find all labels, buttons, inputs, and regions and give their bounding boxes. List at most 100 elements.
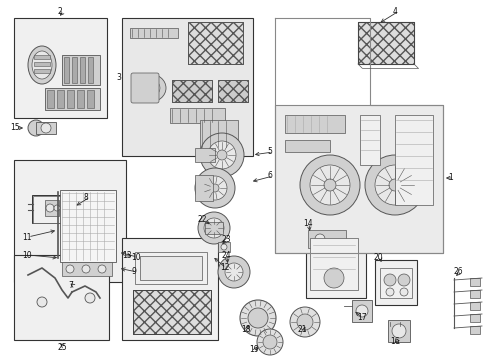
Circle shape: [66, 265, 74, 273]
Bar: [34, 62, 50, 66]
Bar: [88, 57, 93, 83]
Circle shape: [98, 265, 106, 273]
Circle shape: [195, 168, 235, 208]
Bar: [374, 260, 416, 305]
Circle shape: [247, 308, 267, 328]
Text: 26: 26: [453, 267, 463, 276]
Circle shape: [324, 268, 343, 288]
Circle shape: [263, 335, 276, 349]
Bar: [122, 238, 218, 340]
Bar: [64, 57, 69, 83]
Circle shape: [207, 141, 236, 169]
Bar: [359, 115, 379, 165]
Bar: [394, 115, 432, 205]
Text: 10: 10: [131, 252, 141, 261]
Text: 24: 24: [221, 252, 230, 261]
Bar: [469, 302, 479, 310]
Circle shape: [299, 155, 359, 215]
Ellipse shape: [134, 74, 165, 102]
Circle shape: [203, 176, 226, 200]
Circle shape: [383, 274, 395, 286]
Text: 6: 6: [266, 171, 271, 180]
Ellipse shape: [32, 51, 52, 79]
Bar: [130, 28, 178, 38]
Bar: [285, 115, 345, 133]
Bar: [309, 238, 357, 290]
Text: 14: 14: [303, 219, 312, 228]
Bar: [67, 90, 74, 108]
Bar: [187, 22, 243, 64]
Circle shape: [41, 123, 51, 133]
Text: 25: 25: [58, 342, 67, 351]
Bar: [195, 175, 213, 201]
Bar: [62, 55, 100, 85]
Circle shape: [217, 150, 226, 160]
Bar: [218, 80, 247, 102]
Text: 7: 7: [68, 282, 73, 291]
Bar: [469, 278, 479, 286]
Text: 21: 21: [297, 325, 307, 334]
Text: 18: 18: [241, 325, 250, 334]
Circle shape: [355, 305, 367, 317]
Bar: [36, 122, 56, 134]
Circle shape: [385, 288, 393, 296]
Circle shape: [210, 184, 219, 192]
Bar: [133, 290, 210, 334]
Bar: [469, 326, 479, 334]
Circle shape: [82, 265, 90, 273]
Circle shape: [46, 204, 54, 212]
Text: 13: 13: [122, 251, 131, 260]
Circle shape: [203, 218, 224, 238]
Circle shape: [324, 179, 335, 191]
Ellipse shape: [140, 79, 160, 97]
Bar: [172, 80, 212, 102]
Bar: [218, 242, 229, 252]
Circle shape: [309, 165, 349, 205]
Bar: [379, 268, 411, 298]
Bar: [469, 314, 479, 322]
Circle shape: [37, 297, 47, 307]
Bar: [140, 256, 202, 280]
Bar: [218, 80, 247, 102]
Text: 2: 2: [58, 6, 62, 15]
Text: 17: 17: [356, 314, 366, 323]
Circle shape: [399, 288, 407, 296]
Text: 9: 9: [131, 267, 136, 276]
Bar: [47, 90, 54, 108]
Circle shape: [257, 329, 283, 355]
Bar: [387, 320, 409, 342]
Circle shape: [28, 120, 44, 136]
Bar: [170, 108, 224, 123]
Text: 19: 19: [248, 346, 258, 355]
Text: 5: 5: [266, 148, 271, 157]
Text: 16: 16: [389, 338, 399, 346]
Circle shape: [209, 224, 218, 232]
FancyBboxPatch shape: [131, 73, 159, 103]
Circle shape: [397, 274, 409, 286]
Circle shape: [54, 205, 60, 211]
Bar: [87, 90, 94, 108]
Text: 12: 12: [220, 264, 229, 273]
Bar: [80, 57, 85, 83]
Text: 20: 20: [373, 252, 383, 261]
Text: 15: 15: [10, 123, 20, 132]
Bar: [200, 120, 238, 148]
Bar: [14, 255, 109, 340]
Bar: [195, 148, 215, 162]
Circle shape: [314, 234, 325, 244]
Bar: [305, 230, 365, 298]
Circle shape: [289, 307, 319, 337]
Bar: [135, 252, 206, 284]
Circle shape: [198, 212, 229, 244]
Bar: [33, 196, 63, 223]
Text: 22: 22: [198, 216, 207, 225]
Bar: [307, 230, 346, 248]
Bar: [14, 18, 107, 118]
Text: 4: 4: [392, 6, 397, 15]
Bar: [187, 22, 243, 64]
Bar: [57, 90, 64, 108]
Bar: [72, 57, 77, 83]
Circle shape: [391, 324, 405, 338]
Bar: [204, 222, 223, 234]
Bar: [60, 190, 116, 262]
